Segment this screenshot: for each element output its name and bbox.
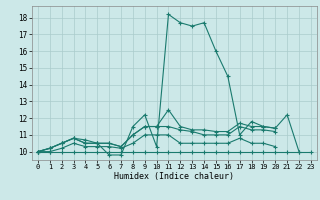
X-axis label: Humidex (Indice chaleur): Humidex (Indice chaleur) — [115, 172, 234, 181]
